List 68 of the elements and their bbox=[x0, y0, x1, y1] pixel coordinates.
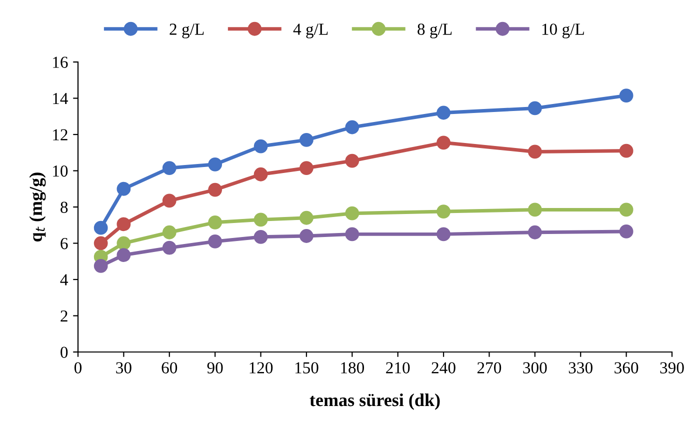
x-axis-title: temas süresi (dk) bbox=[310, 394, 440, 410]
point bbox=[254, 167, 268, 182]
point bbox=[254, 230, 268, 244]
x-tick-label: 150 bbox=[295, 362, 318, 374]
x-tick-label: 360 bbox=[614, 362, 638, 374]
point bbox=[345, 120, 360, 134]
y-tick-label: 16 bbox=[53, 56, 68, 68]
point bbox=[436, 227, 450, 242]
point bbox=[254, 212, 268, 227]
legend-label: 2 g/L bbox=[170, 24, 204, 38]
point bbox=[162, 161, 176, 175]
x-tick-label: 0 bbox=[74, 362, 82, 374]
y-tick-label: 4 bbox=[60, 274, 68, 286]
point bbox=[94, 220, 108, 235]
point bbox=[116, 236, 131, 250]
y-tick-label: 12 bbox=[53, 129, 68, 140]
x-tick-label: 30 bbox=[116, 362, 132, 374]
point bbox=[208, 157, 222, 172]
point bbox=[162, 240, 176, 255]
point bbox=[619, 88, 634, 102]
x-tick-label: 300 bbox=[523, 362, 547, 374]
point bbox=[116, 182, 131, 196]
point bbox=[116, 248, 131, 262]
legend-label: 8 g/L bbox=[418, 24, 452, 38]
x-tick-label: 390 bbox=[660, 362, 684, 374]
point bbox=[345, 206, 360, 220]
point bbox=[208, 234, 222, 248]
point bbox=[436, 204, 450, 218]
y-tick-label: 14 bbox=[53, 93, 68, 104]
x-tick-label: 270 bbox=[477, 362, 502, 374]
x-tick-label: 120 bbox=[250, 362, 273, 374]
point bbox=[528, 101, 542, 116]
point bbox=[619, 202, 634, 217]
x-tick-label: 330 bbox=[568, 362, 592, 374]
point bbox=[528, 225, 542, 240]
point bbox=[300, 161, 314, 175]
x-tick-label: 240 bbox=[432, 362, 456, 374]
point bbox=[436, 106, 450, 120]
point bbox=[528, 202, 542, 217]
point bbox=[345, 227, 360, 242]
y-tick-label: 0 bbox=[60, 346, 68, 358]
point bbox=[254, 139, 268, 154]
point bbox=[528, 144, 542, 159]
point bbox=[94, 236, 108, 250]
y-tick-label: 8 bbox=[60, 202, 68, 213]
y-axis-title: q$_{t}$ (mg/g) bbox=[29, 172, 46, 242]
point bbox=[116, 217, 131, 232]
point bbox=[436, 136, 450, 150]
x-tick-label: 90 bbox=[207, 362, 223, 374]
point bbox=[208, 182, 222, 197]
point bbox=[162, 194, 176, 208]
point bbox=[300, 132, 314, 147]
point bbox=[300, 210, 314, 225]
x-tick-label: 60 bbox=[162, 362, 178, 374]
y-tick-label: 10 bbox=[53, 165, 68, 177]
x-tick-label: 180 bbox=[341, 362, 364, 374]
y-tick-label: 6 bbox=[60, 238, 68, 250]
point bbox=[208, 215, 222, 230]
point bbox=[619, 224, 634, 238]
point bbox=[619, 144, 634, 158]
point bbox=[345, 154, 360, 168]
y-tick-label: 2 bbox=[60, 310, 68, 322]
x-tick-label: 210 bbox=[386, 362, 410, 374]
point bbox=[94, 258, 108, 273]
legend-label: 4 g/L bbox=[293, 24, 328, 38]
point bbox=[162, 225, 176, 240]
point bbox=[300, 229, 314, 243]
legend-label: 10 g/L bbox=[542, 24, 584, 38]
